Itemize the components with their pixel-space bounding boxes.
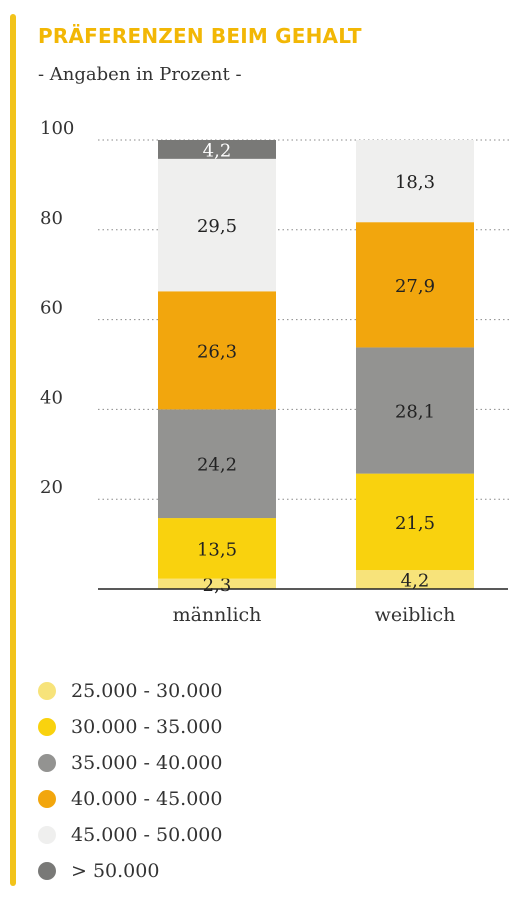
y-tick-label: 20 [40, 477, 63, 498]
legend-item: 30.000 - 35.000 [38, 709, 222, 745]
data-label: 4,2 [401, 571, 430, 592]
y-tick-label: 60 [40, 298, 63, 319]
legend-swatch [38, 682, 56, 700]
data-label: 26,3 [197, 341, 237, 362]
data-label: 4,2 [203, 140, 232, 161]
legend-item: 40.000 - 45.000 [38, 781, 222, 817]
data-label: 21,5 [395, 513, 435, 534]
bar-segment [158, 409, 276, 519]
bar-segment [158, 140, 276, 159]
legend-swatch [38, 718, 56, 736]
bar-segment [158, 158, 276, 292]
data-label: 27,9 [395, 276, 435, 297]
chart-subtitle: - Angaben in Prozent - [38, 64, 242, 85]
chart-title: PRÄFERENZEN BEIM GEHALT [38, 24, 362, 48]
bar-segment [356, 347, 474, 474]
legend-swatch [38, 754, 56, 772]
bar-segment [356, 473, 474, 571]
bar-segment [158, 578, 276, 589]
x-category-label: weiblich [375, 604, 456, 626]
data-label: 24,2 [197, 455, 237, 476]
bar-segment [158, 291, 276, 410]
legend-label: 25.000 - 30.000 [71, 680, 223, 702]
data-label: 18,3 [395, 172, 435, 193]
bar-segment [356, 140, 474, 223]
bar-segment [356, 570, 474, 589]
legend-label: 40.000 - 45.000 [71, 788, 223, 810]
bar-segment [356, 222, 474, 348]
legend-label: > 50.000 [71, 860, 160, 882]
legend-item: 45.000 - 50.000 [38, 817, 222, 853]
legend-swatch [38, 862, 56, 880]
data-label: 28,1 [395, 402, 435, 423]
legend-label: 30.000 - 35.000 [71, 716, 223, 738]
legend-swatch [38, 826, 56, 844]
y-tick-label: 100 [40, 118, 74, 139]
stacked-bar-chart: 20 40 60 80 100 2,3 13,5 24,2 26,3 29,5 4,2 männlic… [40, 118, 510, 626]
legend: 25.000 - 30.000 30.000 - 35.000 35.000 - 4… [38, 673, 222, 889]
y-tick-label: 40 [40, 387, 63, 408]
legend-item: 35.000 - 40.000 [38, 745, 222, 781]
legend-item: 25.000 - 30.000 [38, 673, 222, 709]
data-label: 13,5 [197, 539, 237, 560]
legend-item: > 50.000 [38, 853, 222, 889]
legend-label: 35.000 - 40.000 [71, 752, 223, 774]
data-label: 29,5 [197, 216, 237, 237]
y-tick-label: 80 [40, 208, 63, 229]
x-category-label: männlich [173, 604, 262, 626]
data-label: 2,3 [203, 575, 232, 596]
accent-bar [10, 14, 16, 886]
bar-segment [158, 518, 276, 579]
legend-label: 45.000 - 50.000 [71, 824, 223, 846]
legend-swatch [38, 790, 56, 808]
